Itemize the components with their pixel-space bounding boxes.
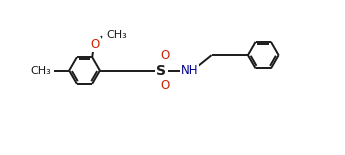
Text: CH₃: CH₃ bbox=[107, 30, 127, 40]
Text: S: S bbox=[156, 64, 166, 78]
Text: O: O bbox=[160, 49, 169, 62]
Text: CH₃: CH₃ bbox=[30, 66, 51, 75]
Text: O: O bbox=[90, 38, 100, 51]
Text: NH: NH bbox=[180, 64, 198, 77]
Text: O: O bbox=[160, 79, 169, 92]
